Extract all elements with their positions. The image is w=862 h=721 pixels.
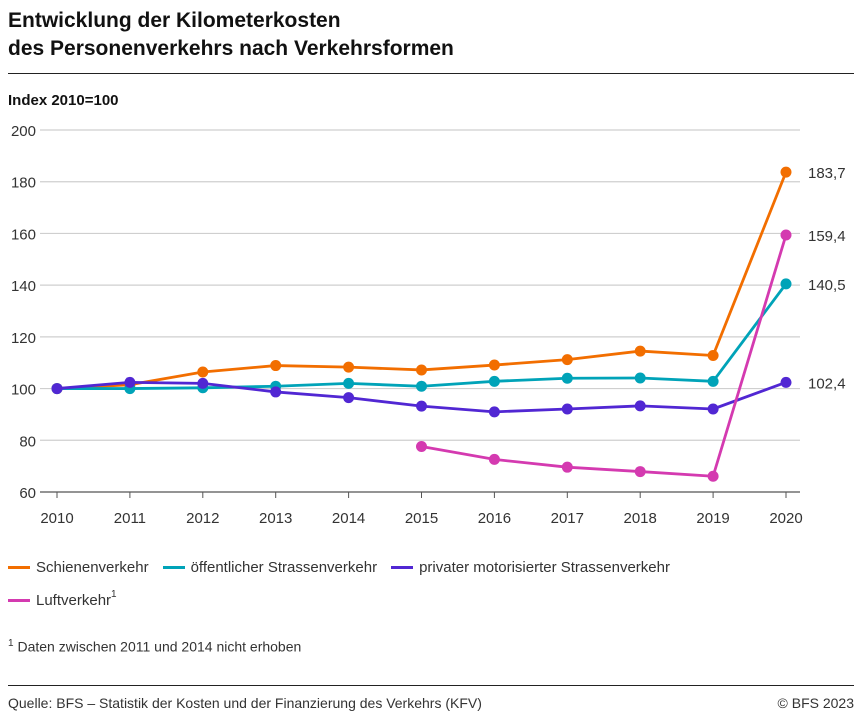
legend-label: öffentlicher Strassenverkehr (190, 559, 378, 576)
data-point (488, 406, 500, 418)
data-point (343, 377, 355, 389)
data-point (707, 470, 719, 482)
legend-swatch (162, 566, 185, 569)
data-point (416, 380, 427, 392)
data-point (561, 461, 573, 473)
y-tick-label: 120 (11, 330, 36, 347)
data-point (488, 359, 500, 371)
data-point (561, 372, 573, 384)
data-point (416, 364, 427, 376)
end-value-label: 183,7 (808, 165, 846, 182)
y-tick-label: 200 (11, 123, 36, 140)
x-tick-label: 2019 (696, 510, 729, 527)
x-tick-label: 2011 (114, 510, 146, 527)
y-tick-label: 140 (11, 278, 36, 295)
footnote-text: Daten zwischen 2011 und 2014 nicht erhob… (17, 638, 302, 655)
title-line-1: Entwicklung der Kilometerkosten (8, 9, 341, 32)
data-point (780, 278, 792, 290)
x-tick-label: 2016 (478, 510, 511, 527)
legend-swatch (391, 566, 414, 569)
series-line-0 (56, 171, 788, 390)
y-tick-label: 160 (11, 226, 36, 243)
data-point (780, 376, 792, 388)
legend-swatch (8, 566, 30, 569)
legend-row-2: Luftverkehr 1 (8, 589, 117, 609)
data-point (270, 386, 282, 398)
data-point (707, 403, 719, 415)
footnote: 1 Daten zwischen 2011 und 2014 nicht erh… (8, 638, 301, 655)
data-point (124, 376, 136, 388)
end-value-label: 140,5 (808, 277, 846, 294)
data-point (270, 360, 282, 372)
data-point (488, 453, 500, 465)
x-tick-label: 2015 (405, 510, 438, 527)
data-point (488, 375, 500, 387)
legend-item-luftverkehr: Luftverkehr 1 (8, 589, 117, 609)
y-tick-label: 80 (19, 433, 36, 450)
bottom-rule (8, 685, 854, 686)
footnote-mark: 1 (8, 638, 14, 649)
y-tick-label: 60 (19, 485, 36, 502)
y-tick-label: 180 (11, 175, 36, 192)
y-tick-label: 100 (11, 382, 36, 399)
x-tick-label: 2020 (769, 510, 802, 527)
x-tick-label: 2017 (551, 510, 584, 527)
x-tick-label: 2010 (40, 510, 73, 527)
data-point (780, 229, 792, 241)
end-value-label: 159,4 (808, 228, 846, 245)
legend-item-oeffentlicher-strassenverkehr: öffentlicher Strassenverkehr (162, 559, 378, 576)
copyright: © BFS 2023 (777, 695, 854, 711)
data-point (634, 400, 646, 412)
series-line-3 (421, 234, 788, 478)
y-axis-label: Index 2010=100 (8, 92, 119, 109)
x-tick-label: 2014 (332, 510, 365, 527)
legend-row-1: Schienenverkehr öffentlicher Strassenver… (8, 559, 670, 576)
legend-item-privater-verkehr: privater motorisierter Strassenverkehr (391, 559, 670, 576)
chart-title: Entwicklung der Kilometerkosten des Perso… (8, 7, 454, 63)
legend-label: privater motorisierter Strassenverkehr (419, 559, 670, 576)
data-point (780, 166, 792, 178)
top-rule (8, 73, 854, 74)
x-tick-label: 2013 (259, 510, 292, 527)
data-point (197, 366, 209, 378)
data-point (634, 466, 646, 478)
footnote-mark: 1 (111, 589, 117, 600)
end-value-label: 102,4 (808, 375, 846, 392)
data-point (707, 375, 719, 387)
data-point (343, 392, 355, 404)
title-line-2: des Personenverkehrs nach Verkehrsformen (8, 37, 454, 60)
data-point (51, 383, 63, 395)
legend-swatch (8, 599, 30, 602)
data-point (416, 400, 427, 412)
x-tick-label: 2018 (624, 510, 657, 527)
data-point (634, 345, 646, 357)
x-tick-label: 2012 (186, 510, 219, 527)
data-point (561, 403, 573, 415)
legend-label: Schienenverkehr (36, 559, 149, 576)
data-point (707, 349, 719, 361)
legend-item-schienenverkehr: Schienenverkehr (8, 559, 149, 576)
data-point (343, 361, 355, 373)
line-chart: 60 80 100 120 140 160 180 200 2010 2011 2012 2013 20… (11, 123, 846, 527)
data-point (634, 372, 646, 384)
source: Quelle: BFS – Statistik der Kosten und d… (8, 695, 482, 711)
data-point (561, 354, 573, 366)
data-point (416, 440, 427, 452)
legend-label: Luftverkehr (36, 592, 112, 609)
data-point (197, 377, 209, 389)
